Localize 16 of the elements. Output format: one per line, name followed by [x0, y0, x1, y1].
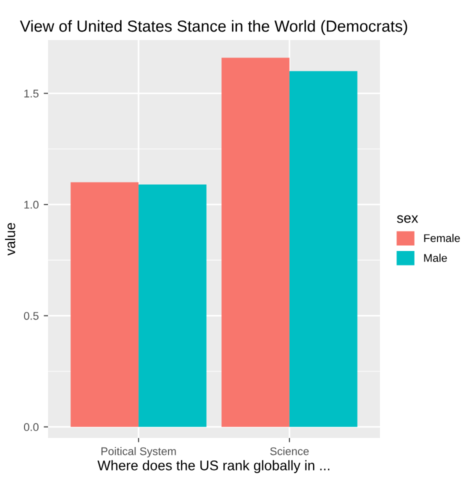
y-tick-label: 0.0 [24, 423, 39, 432]
bar [138, 184, 206, 427]
legend-label: Female [424, 234, 460, 242]
y-tick-label: 0.5 [24, 312, 39, 320]
x-tick-label: Poitical System [101, 447, 176, 458]
legend-label: Male [424, 254, 447, 262]
chart-title: View of United States Stance in the World (Democrats) [20, 20, 408, 35]
legend-title: sex [397, 215, 418, 223]
y-axis-title: value [5, 223, 16, 256]
y-tick-label: 1.0 [24, 200, 39, 209]
bar [222, 58, 290, 427]
x-tick-label: Science [270, 447, 309, 456]
x-axis-title: Where does the US rank globally in ... [97, 460, 330, 474]
bar [70, 182, 139, 427]
y-tick-label: 1.5 [24, 90, 39, 98]
bar [289, 71, 358, 427]
